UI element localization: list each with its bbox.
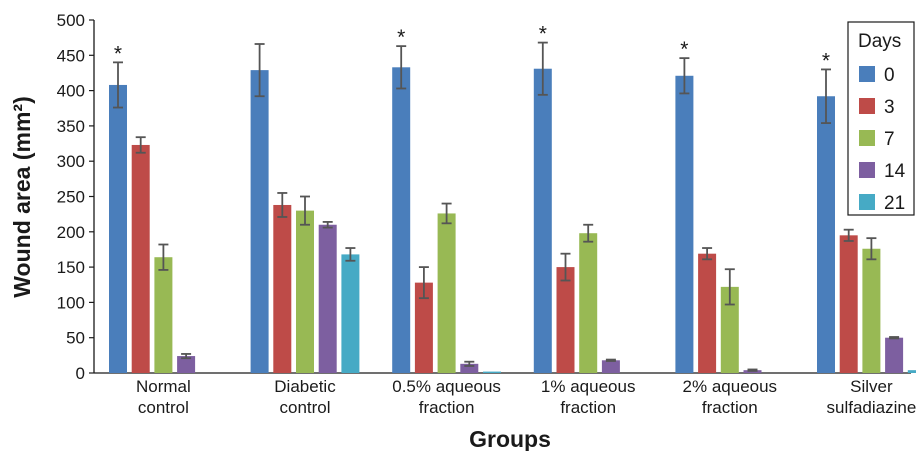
y-tick-label: 450: [57, 46, 85, 65]
legend-label: 21: [884, 193, 905, 214]
bar-day-21: [483, 371, 501, 373]
error-bar: [135, 136, 146, 154]
y-tick-label: 500: [57, 11, 85, 30]
category-label: Normal control: [136, 377, 191, 417]
bar-day-7: [296, 210, 314, 373]
y-axis-title: Wound area (mm²): [9, 96, 35, 297]
bar-day-14: [318, 224, 337, 373]
error-bar: [345, 247, 356, 262]
bar-day-14: [177, 356, 196, 373]
legend-swatch: [859, 130, 875, 146]
y-tick-label: 300: [57, 152, 85, 171]
significance-star: *: [822, 49, 830, 72]
legend-swatch: [859, 162, 875, 178]
bar-day-0: [392, 67, 411, 373]
error-bar: [560, 252, 571, 282]
category-label: Silver sulfadiazine: [827, 377, 916, 417]
error-bars: [113, 41, 900, 372]
bar-day-0: [533, 68, 552, 374]
category-label: 2% aqueous fraction: [683, 377, 778, 417]
error-bar: [747, 368, 758, 372]
legend-title: Days: [858, 31, 901, 52]
error-bar: [537, 41, 548, 96]
axes: [93, 20, 911, 374]
bar-day-3: [839, 235, 858, 373]
error-bar: [441, 202, 452, 225]
y-tick-label: 250: [57, 188, 85, 207]
error-bar: [322, 221, 333, 229]
legend: Days 0 3 7 14 21: [847, 21, 915, 216]
category-label: Diabetic control: [274, 377, 336, 417]
error-bar: [418, 266, 429, 300]
bar-day-7: [579, 233, 598, 373]
y-tick-label: 200: [57, 223, 85, 242]
legend-label: 14: [884, 161, 906, 182]
legend-swatch: [859, 66, 875, 82]
error-bar: [866, 237, 877, 261]
bar-day-21: [907, 370, 916, 373]
bar-day-7: [720, 286, 739, 373]
category-label: 0.5% aqueous fraction: [392, 377, 501, 417]
legend-swatch: [859, 98, 875, 114]
y-tick-label: 0: [76, 364, 85, 383]
significance-star: *: [680, 38, 688, 61]
category-label: 1% aqueous fraction: [541, 377, 636, 417]
legend-label: 7: [884, 129, 895, 150]
bars: [109, 67, 916, 374]
bar-day-3: [698, 253, 717, 373]
bar-day-7: [862, 248, 881, 373]
category-labels: Normal control Diabetic control 0.5% aqueous…: [136, 377, 916, 417]
significance-star: *: [114, 42, 122, 65]
bar-day-3: [273, 204, 292, 373]
y-tick-label: 150: [57, 258, 85, 277]
bar-day-7: [154, 257, 173, 373]
y-tick-label: 50: [66, 329, 85, 348]
error-bar: [821, 68, 831, 124]
error-bar: [300, 195, 310, 226]
error-bar: [605, 358, 616, 362]
bar-day-14: [460, 363, 479, 373]
x-axis-title: Groups: [469, 426, 551, 451]
legend-items: 0 3 7 14 21: [859, 65, 906, 214]
error-bar: [254, 43, 265, 98]
significance-star: *: [397, 26, 405, 49]
significance-star: *: [539, 23, 547, 46]
error-bar: [277, 192, 288, 218]
bar-day-14: [885, 337, 904, 373]
bar-day-3: [131, 144, 150, 373]
bar-day-0: [675, 75, 694, 374]
bar-day-0: [250, 70, 269, 373]
legend-label: 3: [884, 97, 895, 118]
error-bar: [158, 243, 169, 271]
error-bar: [724, 268, 735, 306]
y-ticks: 0 50 100 150 200 250 300 350 400 450 500: [57, 11, 94, 383]
significance-markers: * * * * *: [114, 23, 830, 73]
error-bar: [702, 247, 713, 261]
error-bar: [113, 61, 123, 109]
error-bar: [679, 57, 690, 95]
bar-day-3: [414, 282, 433, 373]
error-bar: [583, 223, 594, 243]
legend-swatch: [859, 194, 875, 210]
y-tick-label: 100: [57, 293, 85, 312]
bar-day-14: [601, 360, 620, 373]
error-bar: [843, 228, 854, 242]
error-bar: [464, 360, 475, 367]
error-bar: [396, 45, 407, 90]
bar-day-3: [556, 267, 575, 373]
y-tick-label: 400: [57, 82, 85, 101]
bar-day-0: [817, 96, 835, 374]
y-tick-label: 350: [57, 117, 85, 136]
error-bar: [181, 353, 192, 360]
bar-day-7: [437, 213, 456, 373]
bar-day-21: [341, 254, 360, 373]
bar-day-0: [109, 84, 127, 374]
legend-box: [847, 21, 915, 216]
error-bar: [889, 336, 900, 340]
legend-label: 0: [884, 65, 895, 86]
